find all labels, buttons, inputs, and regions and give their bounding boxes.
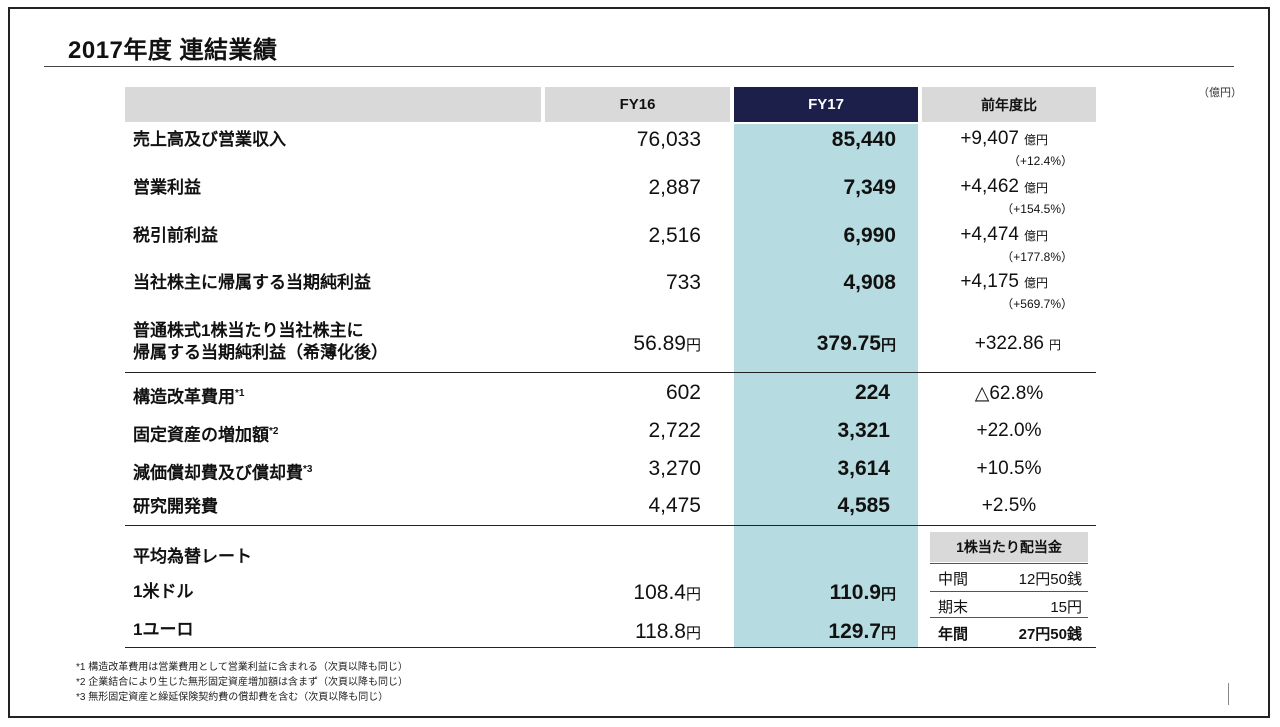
yoy-value: +4,175 億円 (960, 271, 1048, 292)
yoy-percent: （+569.7%） (1001, 297, 1073, 311)
value-fy17: 3,614 (837, 457, 890, 480)
fx-heading: 平均為替レート (133, 547, 252, 566)
yoy-value: +4,462 億円 (960, 176, 1048, 197)
value-fy16: 602 (665, 381, 701, 404)
yoy-value: +22.0% (976, 420, 1042, 441)
footnote-2: *2 企業結合により生じた無形固定資産増加額は含まず（次頁以降も同じ） (76, 677, 409, 688)
yoy-percent: （+177.8%） (1001, 250, 1073, 264)
row-label: 売上高及び営業収入 (133, 130, 286, 149)
value-fy16: 2,722 (648, 419, 701, 442)
section-divider (125, 372, 1096, 373)
dividend-row: 期末 15円 (930, 592, 1088, 618)
dividend-key: 期末 (938, 599, 969, 616)
page-marker (1228, 683, 1229, 705)
dividend-value: 12円50銭 (1018, 571, 1082, 588)
yoy-value: +322.86 円 (974, 333, 1061, 354)
row-label: 研究開発費 (133, 497, 218, 516)
row-label: 営業利益 (133, 178, 201, 197)
row-label: 構造改革費用*1 (133, 387, 245, 407)
yoy-percent: （+12.4%） (1007, 154, 1073, 168)
value-fy16: 76,033 (636, 128, 701, 151)
value-fy16: 2,887 (648, 176, 701, 199)
slide-frame (8, 7, 1270, 718)
row-label: 減価償却費及び償却費*3 (133, 463, 313, 483)
row-label: 固定資産の増加額*2 (133, 425, 279, 445)
value-fy16: 118.8円 (634, 620, 701, 643)
header-fy16: FY16 (545, 87, 730, 122)
row-label: 当社株主に帰属する当期純利益 (133, 273, 371, 292)
row-label: 1米ドル (133, 582, 194, 601)
value-fy17: 85,440 (831, 128, 896, 151)
dividend-row: 中間 12円50銭 (930, 564, 1088, 590)
unit-note: （億円） (1198, 87, 1242, 99)
value-fy16: 4,475 (648, 494, 701, 517)
yoy-value: +9,407 億円 (960, 128, 1048, 149)
section-divider (125, 525, 1096, 526)
value-fy17: 4,908 (843, 271, 896, 294)
value-fy16: 733 (665, 271, 701, 294)
value-fy17: 6,990 (843, 224, 896, 247)
yoy-value: +10.5% (976, 458, 1042, 479)
value-fy17: 110.9円 (829, 581, 896, 604)
value-fy17: 3,321 (837, 419, 890, 442)
yoy-percent: （+154.5%） (1001, 202, 1073, 216)
dividend-divider (930, 563, 1088, 564)
dividend-key: 年間 (938, 626, 969, 643)
header-label-cell (125, 87, 541, 122)
value-fy17: 7,349 (843, 176, 896, 199)
value-fy17: 4,585 (837, 494, 890, 517)
row-label: 普通株式1株当たり当社株主に 帰属する当期純利益（希薄化後） (133, 321, 388, 362)
value-fy16: 2,516 (648, 224, 701, 247)
row-label: 1ユーロ (133, 620, 194, 639)
footnote-1: *1 構造改革費用は営業費用として営業利益に含まれる（次頁以降も同じ） (76, 662, 408, 673)
page-title: 2017年度 連結業績 (68, 37, 278, 64)
footnotes: *1 構造改革費用は営業費用として営業利益に含まれる（次頁以降も同じ） *2 企… (76, 660, 408, 705)
dividend-key: 中間 (938, 571, 969, 588)
row-label: 税引前利益 (133, 226, 218, 245)
yoy-value: +2.5% (981, 495, 1037, 516)
value-fy16: 108.4円 (633, 581, 701, 604)
dividend-value: 27円50銭 (1018, 626, 1082, 643)
value-fy16: 3,270 (648, 457, 701, 480)
table-bottom-rule (125, 647, 1096, 648)
fy17-highlight-column (734, 124, 918, 648)
value-fy17: 379.75円 (816, 332, 896, 355)
value-fy17: 224 (854, 381, 890, 404)
dividend-divider (930, 617, 1088, 618)
dividend-value: 15円 (1050, 599, 1082, 616)
footnote-3: *3 無形固定資産と繰延保険契約費の償却費を含む（次頁以降も同じ） (76, 692, 389, 703)
dividend-heading: 1株当たり配当金 (930, 532, 1088, 562)
yoy-value: +4,474 億円 (960, 224, 1048, 245)
title-divider (44, 66, 1234, 67)
dividend-row-total: 年間 27円50銭 (930, 619, 1088, 645)
header-yoy: 前年度比 (922, 87, 1096, 122)
value-fy16: 56.89円 (633, 332, 701, 355)
header-fy17: FY17 (734, 87, 918, 122)
value-fy17: 129.7円 (828, 620, 896, 643)
yoy-value: △62.8% (974, 383, 1044, 404)
dividend-divider (930, 591, 1088, 592)
